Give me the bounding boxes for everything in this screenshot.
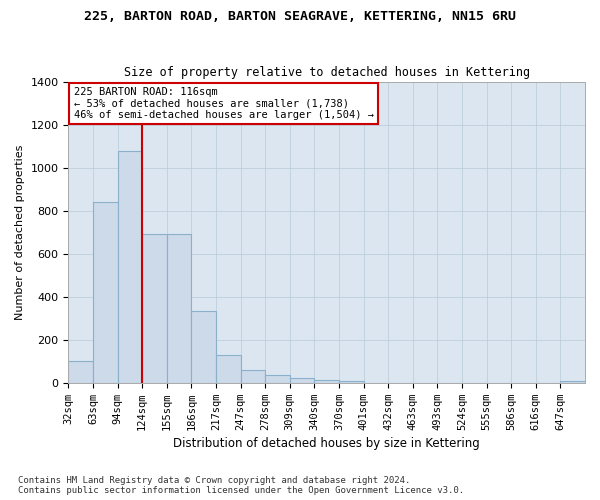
Bar (560, 380, 585, 383)
Bar (118, 152, 142, 383)
Bar (93, 202, 118, 383)
Text: Contains HM Land Registry data © Crown copyright and database right 2024.
Contai: Contains HM Land Registry data © Crown c… (18, 476, 464, 495)
Y-axis label: Number of detached properties: Number of detached properties (15, 145, 25, 320)
Bar (265, 376, 290, 383)
Title: Size of property relative to detached houses in Kettering: Size of property relative to detached ho… (124, 66, 530, 78)
Text: 225 BARTON ROAD: 116sqm
← 53% of detached houses are smaller (1,738)
46% of semi: 225 BARTON ROAD: 116sqm ← 53% of detache… (74, 87, 374, 120)
Bar (216, 355, 241, 383)
Bar (68, 362, 93, 383)
Bar (241, 370, 265, 383)
Bar (191, 311, 216, 383)
Text: 225, BARTON ROAD, BARTON SEAGRAVE, KETTERING, NN15 6RU: 225, BARTON ROAD, BARTON SEAGRAVE, KETTE… (84, 10, 516, 23)
Bar (167, 234, 191, 383)
Bar (142, 234, 167, 383)
Bar (290, 378, 314, 383)
Bar (339, 380, 364, 383)
X-axis label: Distribution of detached houses by size in Kettering: Distribution of detached houses by size … (173, 437, 480, 450)
Bar (314, 380, 339, 383)
